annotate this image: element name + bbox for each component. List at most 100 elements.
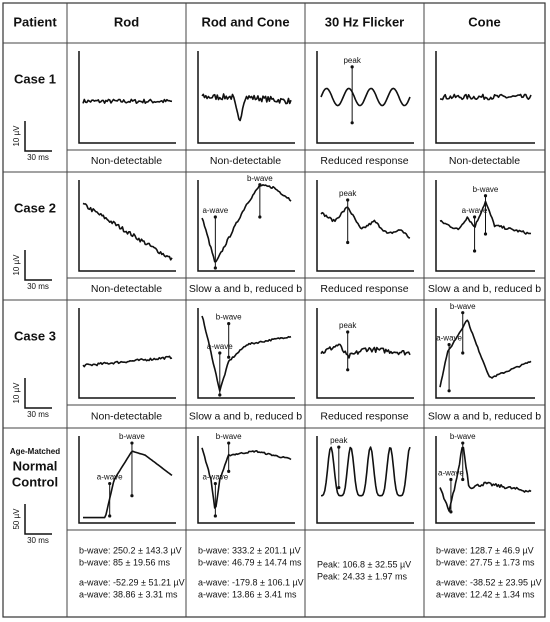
- wave-annotation: a-wave: [207, 342, 233, 351]
- result-caption: Slow a and b, reduced b: [189, 283, 302, 295]
- plot-axes: [316, 308, 414, 399]
- waveform: [320, 343, 411, 359]
- waveform: [82, 355, 173, 368]
- marker-dot: [227, 441, 231, 445]
- result-caption: Non-detectable: [91, 155, 162, 167]
- plot-axes: [316, 180, 414, 272]
- wave-annotation: a-wave: [438, 469, 464, 478]
- scale-bar: [24, 504, 52, 535]
- marker-dot: [447, 389, 451, 393]
- wave-annotation: a-wave: [202, 206, 228, 215]
- marker-dot: [108, 514, 112, 518]
- column-header: Rod: [114, 14, 139, 29]
- scale-time: 30 ms: [27, 410, 49, 419]
- marker-dot: [213, 215, 217, 219]
- marker-dot: [337, 445, 341, 449]
- marker-dot: [130, 441, 134, 445]
- marker-dot: [227, 355, 231, 359]
- marker-dot: [483, 194, 488, 198]
- waveform: [201, 93, 292, 122]
- column-header: Cone: [468, 14, 501, 29]
- result-text: Peak: 24.33 ± 1.97 ms: [317, 571, 407, 581]
- scale-time: 30 ms: [27, 536, 49, 545]
- result-caption: Slow a and b, reduced b: [428, 410, 541, 422]
- plot-axes: [78, 308, 176, 399]
- waveform: [439, 93, 532, 101]
- plot-axes: [435, 51, 535, 144]
- marker-dot: [461, 351, 465, 355]
- result-text: b-wave: 128.7 ± 46.9 µV: [436, 545, 534, 555]
- scale-time: 30 ms: [27, 282, 49, 291]
- result-text: a-wave: 12.42 ± 1.34 ms: [436, 589, 535, 599]
- marker-dot: [218, 393, 222, 397]
- wave-annotation: b-wave: [247, 174, 273, 183]
- marker-dot: [350, 65, 354, 69]
- waveform: [320, 87, 411, 107]
- result-text: b-wave: 85 ± 19.56 ms: [79, 557, 170, 567]
- wave-annotation: peak: [343, 56, 361, 65]
- column-header: 30 Hz Flicker: [325, 14, 405, 29]
- plot-axes: [316, 51, 414, 144]
- patient-label: Case 2: [14, 200, 56, 215]
- waveform: [83, 450, 173, 519]
- scale-bar: [24, 250, 52, 281]
- plot-axes: [197, 51, 295, 144]
- patient-label: Age-Matched: [10, 447, 60, 456]
- plot-axes: [78, 180, 176, 272]
- marker-dot: [449, 477, 453, 482]
- waveform: [201, 184, 292, 263]
- wave-annotation: a-wave: [462, 206, 488, 215]
- plot-axes: [197, 180, 295, 272]
- result-text: b-wave: 250.2 ± 143.3 µV: [79, 545, 182, 555]
- plot-axes: [197, 308, 295, 399]
- marker-dot: [346, 368, 350, 372]
- column-header: Patient: [13, 14, 57, 29]
- scale-time: 30 ms: [27, 153, 49, 162]
- result-caption: Slow a and b, reduced b: [428, 283, 541, 295]
- result-caption: Non-detectable: [449, 155, 520, 167]
- waveform: [439, 319, 532, 388]
- marker-dot: [227, 322, 231, 326]
- plot-axes: [78, 436, 176, 524]
- result-text: b-wave: 333.2 ± 201.1 µV: [198, 545, 301, 555]
- wave-annotation: a-wave: [97, 473, 123, 482]
- column-header: Rod and Cone: [201, 14, 289, 29]
- result-text: a-wave: 13.86 ± 3.41 ms: [198, 589, 297, 599]
- wave-annotation: b-wave: [216, 313, 242, 322]
- wave-annotation: peak: [339, 189, 357, 198]
- wave-annotation: b-wave: [119, 432, 145, 441]
- marker-dot: [337, 486, 341, 490]
- marker-dot: [346, 240, 350, 245]
- result-caption: Reduced response: [320, 283, 408, 295]
- marker-dot: [258, 183, 262, 187]
- wave-annotation: b-wave: [450, 432, 476, 441]
- plot-axes: [435, 436, 535, 524]
- plot-axes: [78, 51, 176, 144]
- result-caption: Non-detectable: [91, 283, 162, 295]
- wave-annotation: peak: [339, 321, 357, 330]
- marker-dot: [130, 494, 134, 498]
- result-caption: Non-detectable: [210, 155, 281, 167]
- result-text: b-wave: 27.75 ± 1.73 ms: [436, 557, 535, 567]
- result-caption: Non-detectable: [91, 410, 162, 422]
- wave-annotation: a-wave: [436, 334, 462, 343]
- result-text: a-wave: -52.29 ± 51.21 µV: [79, 577, 185, 587]
- wave-annotation: peak: [330, 436, 348, 445]
- marker-dot: [227, 469, 231, 473]
- waveform: [439, 446, 532, 512]
- marker-dot: [483, 232, 488, 236]
- result-text: a-wave: 38.86 ± 3.31 ms: [79, 589, 178, 599]
- waveform: [320, 206, 411, 239]
- marker-dot: [213, 514, 217, 518]
- result-caption: Reduced response: [320, 155, 408, 167]
- marker-dot: [213, 266, 217, 270]
- marker-dot: [447, 343, 451, 347]
- marker-dot: [472, 215, 477, 219]
- wave-annotation: b-wave: [216, 432, 242, 441]
- plot-axes: [435, 308, 535, 399]
- result-text: a-wave: -38.52 ± 23.95 µV: [436, 577, 542, 587]
- result-caption: Reduced response: [320, 410, 408, 422]
- wave-annotation: a-wave: [202, 473, 228, 482]
- patient-label: Normal: [13, 458, 58, 473]
